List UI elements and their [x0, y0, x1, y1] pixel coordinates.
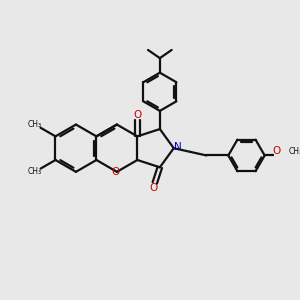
- Text: O: O: [150, 183, 158, 193]
- Text: CH₃: CH₃: [289, 147, 300, 156]
- Text: N: N: [174, 142, 182, 152]
- Text: CH₃: CH₃: [27, 167, 41, 176]
- Text: O: O: [112, 167, 120, 177]
- Text: CH₃: CH₃: [27, 120, 41, 129]
- Text: O: O: [272, 146, 281, 156]
- Text: O: O: [133, 110, 142, 119]
